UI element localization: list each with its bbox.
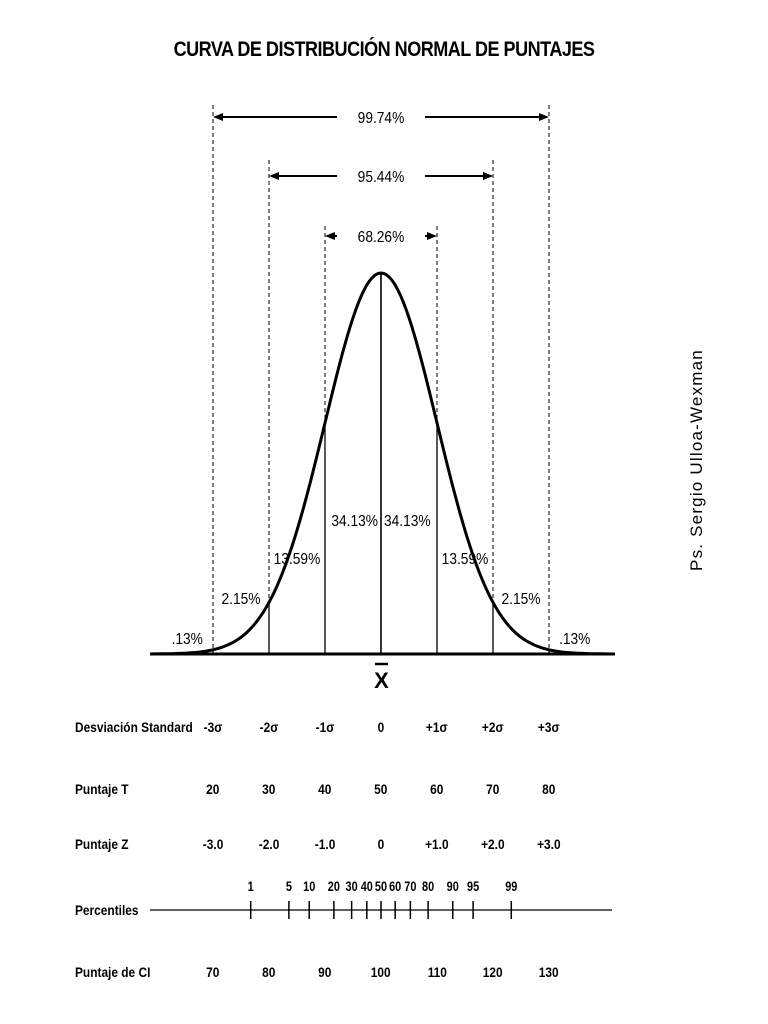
row-label-puntaje-ci: Puntaje de CI [75,964,151,980]
mean-symbol: X [374,662,389,693]
percentile-label: 40 [361,879,373,895]
cell-puntaje-t: 60 [430,781,444,797]
percentile-label: 5 [286,879,292,895]
percentile-label: 1 [248,879,254,895]
cell-puntaje-t: 50 [374,781,388,797]
range-arrows: 99.74% 95.44% 68.26% [213,109,549,246]
percentile-scale: 1 5 10 20 30 40 50 60 70 80 90 95 99 [150,879,612,919]
cell-puntaje-t: 40 [318,781,332,797]
cell-desviacion: -3σ [203,719,223,735]
cell-desviacion: +2σ [482,719,504,735]
range-label: 95.44% [358,168,405,186]
cell-desviacion: +1σ [426,719,448,735]
cell-puntaje-t: 20 [206,781,220,797]
cell-puntaje-ci: 70 [206,964,220,980]
percentile-label: 50 [375,879,387,895]
area-percent-label: .13% [172,630,203,648]
bell-curve [151,271,611,656]
cell-desviacion: -1σ [315,719,335,735]
percentile-label: 30 [346,879,358,895]
cell-puntaje-ci: 100 [371,964,391,980]
cell-puntaje-z: -2.0 [258,836,280,852]
mean-symbol-text: X [374,668,389,693]
area-percent-label: 2.15% [502,590,541,608]
percentile-label: 95 [467,879,479,895]
cell-desviacion: +3σ [538,719,560,735]
cell-desviacion: 0 [377,719,385,735]
cell-puntaje-ci: 130 [539,964,559,980]
cell-puntaje-ci: 90 [318,964,332,980]
cell-puntaje-t: 70 [486,781,500,797]
range-arrow: 99.74% [213,109,549,127]
cell-puntaje-z: +1.0 [425,836,449,852]
percentile-label: 10 [303,879,315,895]
cell-puntaje-ci: 120 [483,964,503,980]
cell-puntaje-ci: 80 [262,964,276,980]
area-percent-label: 2.15% [222,590,261,608]
cell-puntaje-z: +3.0 [537,836,561,852]
percentile-label: 70 [404,879,416,895]
row-label-percentiles: Percentiles [75,902,139,918]
area-percent-label: 34.13% [384,512,431,530]
sigma-divider-lines [212,273,550,654]
cell-puntaje-z: +2.0 [481,836,505,852]
row-label-puntaje-z: Puntaje Z [75,836,129,852]
area-percent-label: 34.13% [331,512,378,530]
area-percent-label: 13.59% [442,550,489,568]
row-label-puntaje-t: Puntaje T [75,781,129,797]
area-percent-labels: .13% 2.15% 13.59% 34.13% 34.13% 13.59% 2.15% .1… [172,512,591,648]
cell-puntaje-t: 80 [542,781,556,797]
area-percent-label: 13.59% [274,550,321,568]
cell-puntaje-t: 30 [262,781,276,797]
range-arrow: 68.26% [325,228,437,246]
range-arrow: 95.44% [269,168,493,186]
percentile-label: 90 [447,879,459,895]
range-label: 68.26% [358,228,405,246]
sigma-guide-lines [212,105,550,650]
cell-puntaje-z: -1.0 [314,836,336,852]
cell-puntaje-ci: 110 [427,964,447,980]
range-label: 99.74% [358,109,405,127]
percentile-label: 99 [505,879,517,895]
percentile-label: 80 [422,879,434,895]
row-label-desviacion: Desviación Standard [75,719,193,735]
percentile-label: 20 [328,879,340,895]
percentile-label: 60 [389,879,401,895]
cell-desviacion: -2σ [259,719,279,735]
area-percent-label: .13% [559,630,590,648]
cell-puntaje-z: -3.0 [202,836,224,852]
chart-title: CURVA DE DISTRIBUCIÓN NORMAL DE PUNTAJES [173,38,595,61]
cell-puntaje-z: 0 [377,836,385,852]
